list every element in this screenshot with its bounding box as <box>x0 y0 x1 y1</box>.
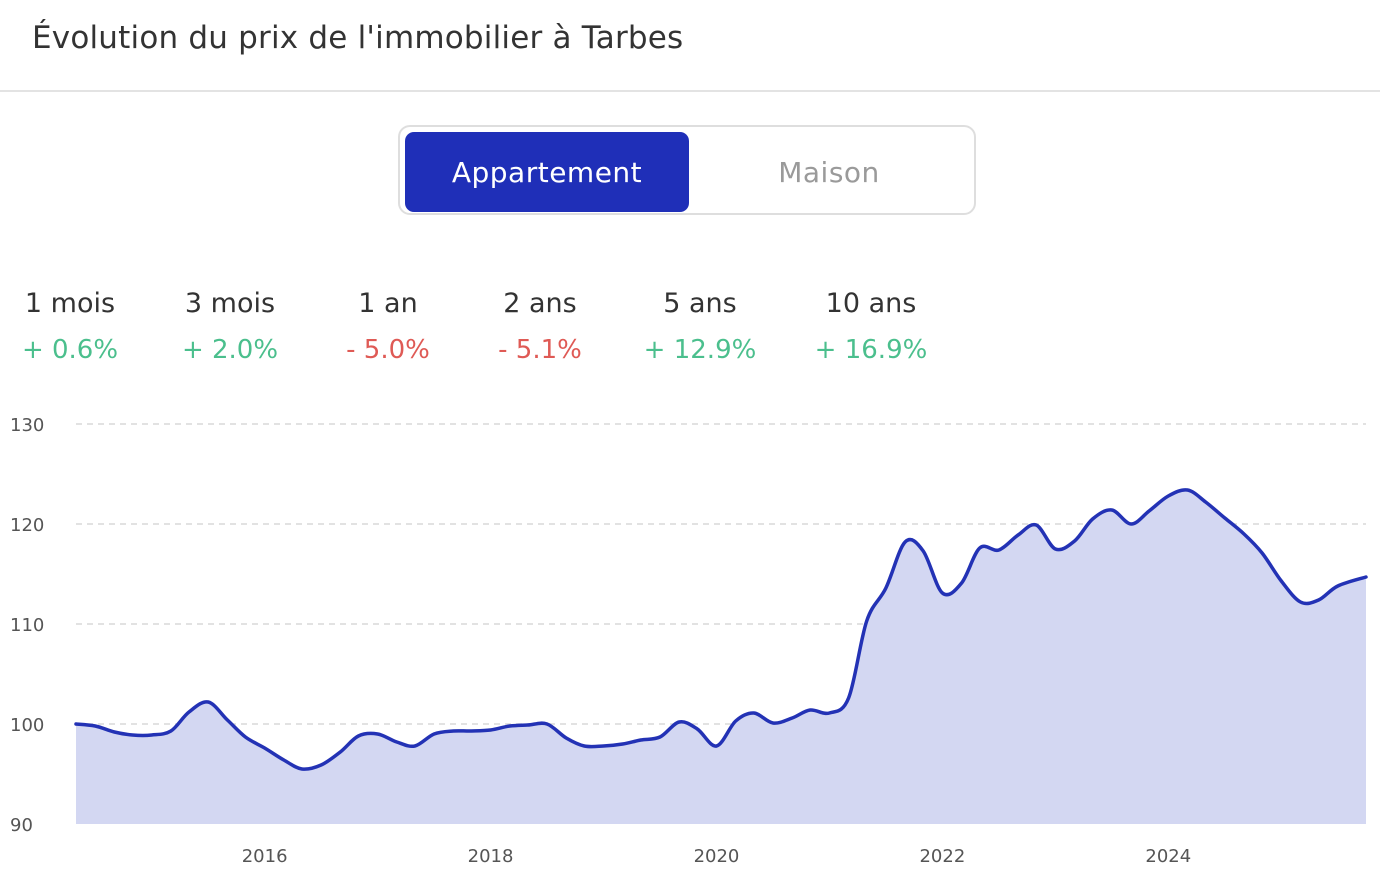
y-tick-label: 100 <box>10 715 44 736</box>
stat-2-ans: 2 ans - 5.1% <box>485 286 595 368</box>
stat-label: 5 ans <box>663 288 737 319</box>
stat-value: + 2.0% <box>181 335 279 365</box>
series-line <box>74 488 1368 771</box>
x-tick-label: 2024 <box>1145 846 1191 867</box>
stat-value: + 12.9% <box>643 335 757 365</box>
y-tick-label: 110 <box>10 615 44 636</box>
y-tick-label: 90 <box>10 815 33 836</box>
stat-label: 1 an <box>358 288 418 319</box>
stat-label: 2 ans <box>503 288 577 319</box>
appartement-tab[interactable]: Appartement <box>405 132 689 212</box>
x-tick-label: 2022 <box>919 846 965 867</box>
stat-1-an: 1 an - 5.0% <box>333 286 443 368</box>
stat-value: + 16.9% <box>814 335 928 365</box>
price-chart: 90 100 110 120 130 2016 2018 2020 2022 2024 <box>10 415 1368 867</box>
stat-3-mois: 3 mois + 2.0% <box>175 286 285 368</box>
y-tick-label: 130 <box>10 415 44 436</box>
area-fill <box>76 489 1366 824</box>
stat-label: 1 mois <box>24 288 116 319</box>
stat-value: + 0.6% <box>21 335 119 365</box>
x-tick-label: 2020 <box>694 846 740 867</box>
y-tick-label: 120 <box>10 515 44 536</box>
page-title: Évolution du prix de l'immobilier à Tarb… <box>32 20 684 56</box>
header: Évolution du prix de l'immobilier à Tarb… <box>0 0 1380 92</box>
stat-value: - 5.1% <box>498 335 582 365</box>
stat-value: - 5.0% <box>346 335 430 365</box>
x-tick-label: 2016 <box>242 846 288 867</box>
x-tick-label: 2018 <box>468 846 514 867</box>
stat-1-mois: 1 mois + 0.6% <box>20 286 120 368</box>
property-type-toggle: Appartement Maison <box>398 125 976 215</box>
maison-tab[interactable]: Maison <box>778 155 880 189</box>
stat-5-ans: 5 ans + 12.9% <box>635 286 765 368</box>
stat-label: 3 mois <box>184 288 276 319</box>
stat-10-ans: 10 ans + 16.9% <box>805 286 937 368</box>
stat-label: 10 ans <box>825 288 917 319</box>
